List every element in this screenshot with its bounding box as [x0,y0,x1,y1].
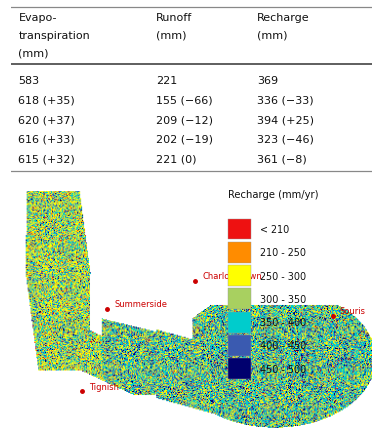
Text: 221: 221 [156,76,177,85]
Text: 369: 369 [257,76,278,85]
Text: 618 (+35): 618 (+35) [18,95,75,105]
Text: 450 - 500: 450 - 500 [260,364,306,374]
Text: 323 (−46): 323 (−46) [257,135,314,145]
Text: 202 (−19): 202 (−19) [156,135,213,145]
Bar [228,219,251,240]
Text: 615 (+32): 615 (+32) [18,154,75,164]
Text: (mm): (mm) [257,31,287,41]
Text: Souris: Souris [340,307,366,316]
Text: 250 - 300: 250 - 300 [260,271,306,281]
Text: 209 (−12): 209 (−12) [156,115,213,125]
Text: Runoff: Runoff [156,13,192,23]
Text: 400 - 450: 400 - 450 [260,341,306,351]
Text: Charlottetown: Charlottetown [203,271,262,280]
Text: 210 - 250: 210 - 250 [260,248,306,258]
Text: transpiration: transpiration [18,31,90,41]
Text: Summerside: Summerside [114,299,167,308]
Text: 361 (−8): 361 (−8) [257,154,306,164]
Text: Tignish: Tignish [89,382,119,391]
Text: (mm): (mm) [156,31,186,41]
Text: 300 - 350: 300 - 350 [260,294,306,304]
Text: 620 (+37): 620 (+37) [18,115,75,125]
Text: (mm): (mm) [18,49,49,59]
Text: 394 (+25): 394 (+25) [257,115,314,125]
Bar [228,266,251,286]
Bar [228,335,251,356]
Bar [228,358,251,379]
Text: 336 (−33): 336 (−33) [257,95,313,105]
Text: 616 (+33): 616 (+33) [18,135,75,145]
Bar [228,242,251,263]
Text: 583: 583 [18,76,39,85]
Text: Evapo-: Evapo- [18,13,57,23]
Text: 350 - 400: 350 - 400 [260,317,306,327]
Text: 155 (−66): 155 (−66) [156,95,212,105]
Text: Recharge: Recharge [257,13,309,23]
Text: Recharge (mm/yr): Recharge (mm/yr) [228,190,318,200]
Bar [228,312,251,333]
Text: < 210: < 210 [260,224,290,234]
Bar [228,289,251,309]
Text: 221 (0): 221 (0) [156,154,196,164]
